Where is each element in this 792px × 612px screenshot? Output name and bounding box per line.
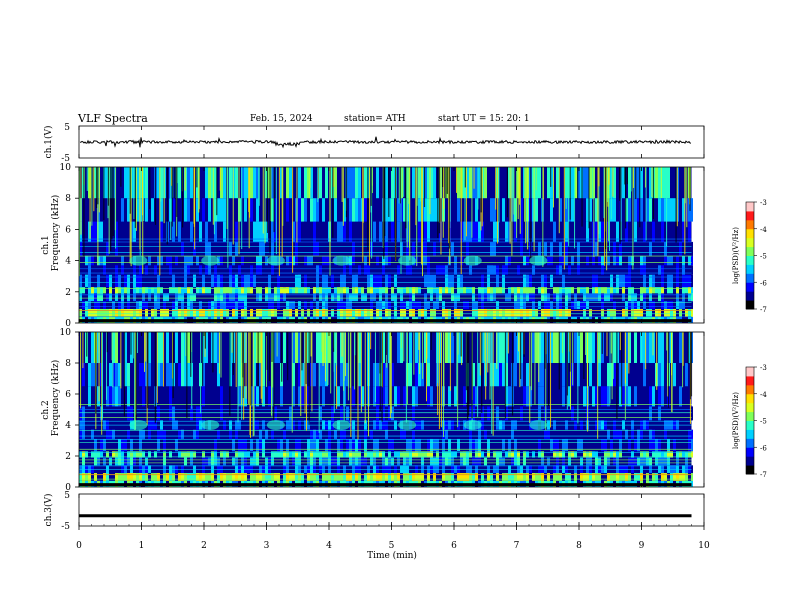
freq-tick-label: 0 <box>65 319 71 329</box>
colorbar-segment <box>746 300 754 310</box>
ch1-ytick-bottom: -5 <box>61 154 70 164</box>
time-tick-label: 8 <box>576 541 582 551</box>
colorbar-tick-label: -7 <box>760 471 767 479</box>
ch1-ytick-top: 5 <box>64 123 70 133</box>
time-tick-label: 6 <box>451 541 457 551</box>
colorbar-segment <box>746 375 754 386</box>
ch1-spec-ylabel-channel: ch.1 <box>41 235 51 254</box>
date-label: Feb. 15, 2024 <box>250 114 313 124</box>
ch2-spec-ylabel-channel: ch.2 <box>41 400 51 419</box>
ch1-colorbar: -3 -4 -5 -6 -7 log(PSD)(V²/Hz) <box>732 199 767 314</box>
colorbar-tick-label: -6 <box>760 279 767 287</box>
freq-tick-label: 4 <box>65 421 71 431</box>
ch1-spectrogram-panel: 0 2 4 6 8 10 ch.1 Frequency (kHz) -3 -4 -5 -6 -7 l… <box>41 163 767 329</box>
time-tick-label: 1 <box>139 541 145 551</box>
chart-title: VLF Spectra <box>78 112 148 125</box>
freq-tick-label: 0 <box>65 483 71 493</box>
spec-blank-tail <box>691 332 693 487</box>
colorbar-label: log(PSD)(V²/Hz) <box>732 392 740 449</box>
colorbar-tick-label: -7 <box>760 306 767 314</box>
colorbar-segment <box>746 420 754 430</box>
time-tick-label: 0 <box>76 541 82 551</box>
freq-tick-label: 6 <box>65 225 71 235</box>
colorbar-tick-label: -4 <box>760 391 767 399</box>
colorbar-segment <box>746 202 754 212</box>
colorbar-segment <box>746 237 754 248</box>
time-axis: 0 1 2 3 4 5 6 7 8 9 10 <box>76 126 710 551</box>
ch3-ytick-top: 5 <box>64 491 70 501</box>
freq-tick-label: 2 <box>65 452 71 462</box>
time-tick-label: 7 <box>514 541 520 551</box>
colorbar-segment <box>746 273 754 283</box>
ch2-colorbar: -3 -4 -5 -6 -7 log(PSD)(V²/Hz) <box>732 364 767 479</box>
colorbar-tick-label: -5 <box>760 253 767 261</box>
colorbar-tick-label: -6 <box>760 444 767 452</box>
colorbar-tick-label: -4 <box>760 226 767 234</box>
ch2-spectrogram-image <box>79 332 693 487</box>
colorbar-segment <box>746 264 754 274</box>
time-tick-label: 5 <box>389 541 395 551</box>
colorbar-tick-label: -3 <box>760 199 767 207</box>
freq-tick-label: 6 <box>65 390 71 400</box>
colorbar-label: log(PSD)(V²/Hz) <box>732 227 740 284</box>
freq-tick-label: 10 <box>60 328 72 338</box>
colorbar-segment <box>746 402 754 413</box>
ch1-spectrogram-image <box>79 167 693 323</box>
colorbar-segment <box>746 246 754 256</box>
freq-tick-label: 4 <box>65 257 71 267</box>
spec-blank-tail <box>691 167 693 323</box>
colorbar-segment <box>746 228 754 239</box>
ch1-voltage-panel: 5 -5 ch.1(V) <box>43 123 705 164</box>
station-label: station= ATH <box>344 114 406 124</box>
colorbar-segment <box>746 411 754 421</box>
colorbar-tick-label: -3 <box>760 364 767 372</box>
time-tick-label: 2 <box>201 541 207 551</box>
colorbar-segment <box>746 393 754 404</box>
freq-tick-label: 8 <box>65 194 71 204</box>
colorbar-segment <box>746 367 754 377</box>
colorbar-segment <box>746 219 754 230</box>
time-tick-label: 4 <box>326 541 332 551</box>
colorbar-segment <box>746 282 754 292</box>
freq-tick-label: 8 <box>65 359 71 369</box>
time-tick-label: 3 <box>264 541 270 551</box>
time-tick-label: 10 <box>698 541 710 551</box>
ch2-spec-ylabel-freq: Frequency (kHz) <box>50 360 61 437</box>
start-time-label: start UT = 15: 20: 1 <box>438 114 530 124</box>
ch2-spectrogram-panel: 0 2 4 6 8 10 ch.2 Frequency (kHz) -3 -4 -5 -6 -7 l… <box>41 328 767 493</box>
time-tick-label: 9 <box>639 541 645 551</box>
freq-tick-label: 2 <box>65 288 71 298</box>
colorbar-segment <box>746 255 754 265</box>
ch1-spec-ylabel-freq: Frequency (kHz) <box>50 195 61 272</box>
ch3-ylabel: ch.3(V) <box>43 494 54 527</box>
colorbar-segment <box>746 429 754 439</box>
ch1-trace <box>79 136 692 149</box>
time-axis-label: Time (min) <box>367 550 417 561</box>
colorbar-segment <box>746 291 754 301</box>
ch3-frame <box>78 493 705 527</box>
ch1-ylabel: ch.1(V) <box>43 126 54 159</box>
ch3-ytick-bottom: -5 <box>61 522 70 532</box>
colorbar-segment <box>746 447 754 457</box>
ch3-voltage-panel: 5 -5 ch.3(V) <box>43 491 705 532</box>
colorbar-tick-label: -5 <box>760 418 767 426</box>
colorbar-segment <box>746 438 754 448</box>
colorbar-segment <box>746 384 754 395</box>
colorbar-segment <box>746 465 754 475</box>
freq-tick-label: 10 <box>60 163 72 173</box>
colorbar-segment <box>746 210 754 221</box>
colorbar-segment <box>746 456 754 466</box>
